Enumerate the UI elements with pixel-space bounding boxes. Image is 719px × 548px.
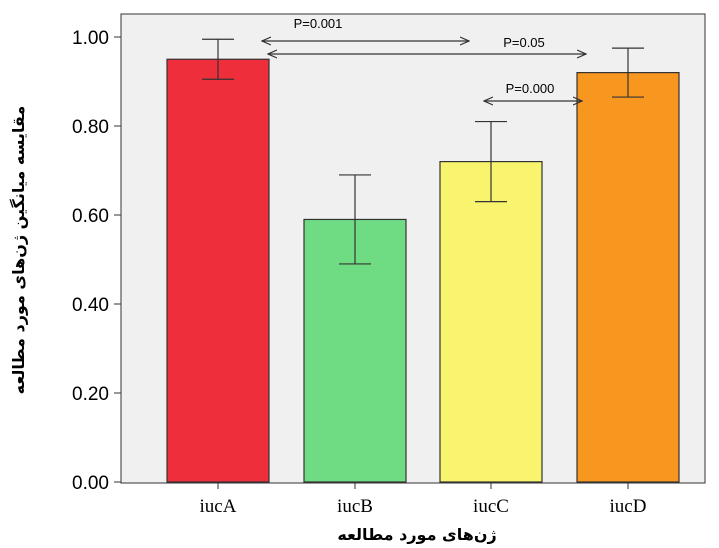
- y-tick-label: 0.00: [72, 473, 109, 494]
- x-axis-title: ژن‌های مورد مطالعه: [337, 525, 496, 544]
- y-tick-label: 1.00: [72, 28, 109, 49]
- y-tick-label: 0.20: [72, 384, 109, 405]
- x-axis: iucA iucB iucC iucD: [200, 483, 647, 517]
- y-axis-title: مقایسه میانگین ژن‌های مورد مطالعه: [9, 106, 28, 395]
- x-tick-label: iucC: [473, 496, 509, 517]
- bar-iucA: [166, 58, 270, 483]
- error-bars: [202, 38, 644, 265]
- y-axis: 0.00 0.20 0.40 0.60 0.80 1.00: [72, 28, 121, 494]
- p-value-label: P=0.001: [294, 16, 343, 31]
- y-tick-label: 0.60: [72, 206, 109, 227]
- x-tick-label: iucA: [200, 496, 237, 517]
- y-tick-label: 0.80: [72, 117, 109, 138]
- p-value-label: P=0.000: [506, 81, 555, 96]
- x-tick-label: iucD: [610, 496, 647, 517]
- bar-iucD: [576, 71, 680, 483]
- p-value-label: P=0.05: [503, 35, 545, 50]
- x-tick-label: iucB: [337, 496, 373, 517]
- y-tick-label: 0.40: [72, 295, 109, 316]
- bar-iucC: [439, 161, 543, 483]
- significance-annotations: P=0.001 P=0.05 P=0.000: [262, 16, 586, 101]
